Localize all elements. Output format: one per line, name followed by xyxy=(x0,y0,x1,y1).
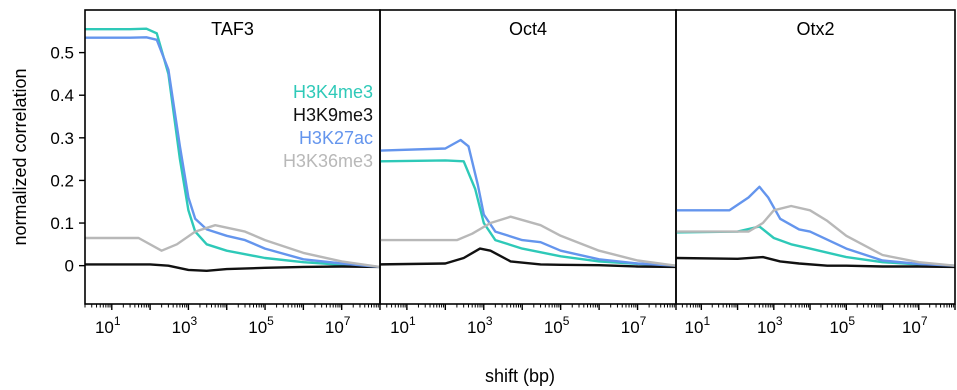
panel-title: Otx2 xyxy=(796,19,834,39)
y-tick-label: 0 xyxy=(65,257,74,276)
series-line-h3k9me3 xyxy=(676,255,955,269)
x-tick-label: 107 xyxy=(621,314,647,337)
series-line-h3k36me3 xyxy=(380,215,676,267)
x-tick-exponent: 3 xyxy=(776,314,783,328)
x-tick-label: 105 xyxy=(248,314,274,337)
y-tick-label: 0.3 xyxy=(50,129,74,148)
x-tick-base: 10 xyxy=(325,318,344,337)
x-tick-base: 10 xyxy=(902,318,921,337)
x-tick-label: 101 xyxy=(95,314,121,337)
series-line-h3k27ac xyxy=(85,36,380,269)
series-line-h3k9me3 xyxy=(380,247,676,269)
series-line-h3k36me3 xyxy=(85,223,380,269)
legend-entry: H3K27ac xyxy=(299,128,373,148)
x-tick-label: 103 xyxy=(467,314,493,337)
x-tick-base: 10 xyxy=(544,318,563,337)
legend-entry: H3K4me3 xyxy=(293,82,373,102)
x-tick-base: 10 xyxy=(685,318,704,337)
x-tick-base: 10 xyxy=(621,318,640,337)
series-line-h3k4me3 xyxy=(85,27,380,269)
x-axis-label: shift (bp) xyxy=(485,366,555,386)
x-tick-exponent: 7 xyxy=(344,314,351,328)
x-tick-exponent: 7 xyxy=(640,314,647,328)
x-tick-base: 10 xyxy=(467,318,486,337)
series-line-h3k27ac xyxy=(676,185,955,267)
legend-entry: H3K9me3 xyxy=(293,105,373,125)
x-tick-base: 10 xyxy=(829,318,848,337)
x-tick-label: 103 xyxy=(172,314,198,337)
x-tick-exponent: 1 xyxy=(114,314,121,328)
panel-title: TAF3 xyxy=(211,19,254,39)
x-tick-exponent: 3 xyxy=(191,314,198,328)
series-line-h3k9me3 xyxy=(85,263,380,272)
x-tick-base: 10 xyxy=(95,318,114,337)
y-axis-label: normalized correlation xyxy=(10,68,30,245)
x-tick-exponent: 5 xyxy=(848,314,855,328)
x-tick-label: 105 xyxy=(544,314,570,337)
panel-title: Oct4 xyxy=(509,19,547,39)
legend: H3K4me3 H3K9me3 H3K27ac H3K36me3 xyxy=(283,82,373,171)
x-tick-exponent: 1 xyxy=(409,314,416,328)
x-tick-base: 10 xyxy=(248,318,267,337)
x-tick-base: 10 xyxy=(390,318,409,337)
y-tick-label: 0.5 xyxy=(50,44,74,63)
x-tick-label: 101 xyxy=(685,314,711,337)
series-line-h3k4me3 xyxy=(380,159,676,267)
x-tick-exponent: 5 xyxy=(563,314,570,328)
x-tick-label: 107 xyxy=(902,314,928,337)
x-tick-exponent: 5 xyxy=(267,314,274,328)
series-line-h3k27ac xyxy=(380,138,676,267)
series-line-h3k36me3 xyxy=(676,204,955,267)
panel-frame xyxy=(675,9,956,305)
x-tick-label: 101 xyxy=(390,314,416,337)
y-tick-label: 0.2 xyxy=(50,171,74,190)
x-tick-label: 105 xyxy=(829,314,855,337)
x-tick-base: 10 xyxy=(172,318,191,337)
x-tick-exponent: 7 xyxy=(921,314,928,328)
x-tick-label: 107 xyxy=(325,314,351,337)
x-tick-label: 103 xyxy=(757,314,783,337)
x-tick-exponent: 3 xyxy=(486,314,493,328)
x-tick-base: 10 xyxy=(757,318,776,337)
legend-entry: H3K36me3 xyxy=(283,151,373,171)
x-tick-exponent: 1 xyxy=(703,314,710,328)
y-tick-label: 0.1 xyxy=(50,214,74,233)
y-tick-label: 0.4 xyxy=(50,86,74,105)
